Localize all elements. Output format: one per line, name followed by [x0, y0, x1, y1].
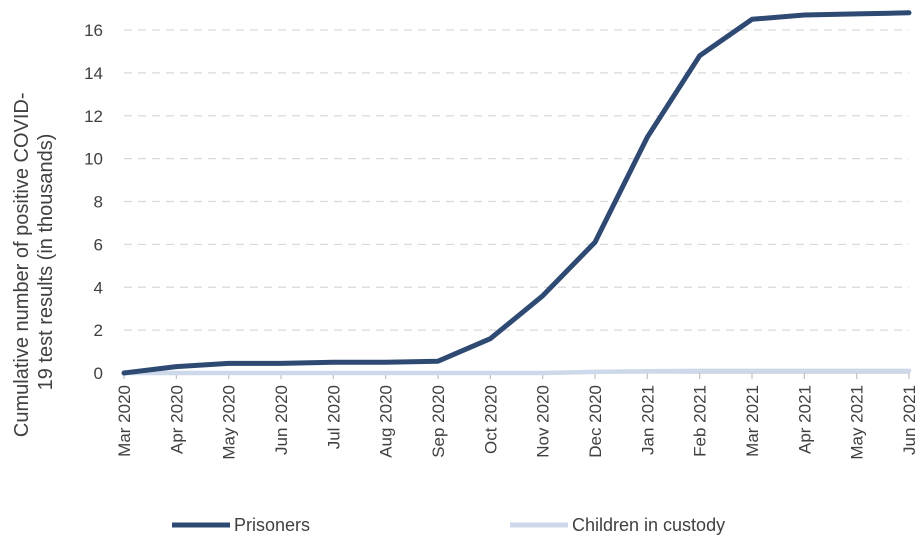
y-axis-title-line-2: 19 test results (in thousands) — [35, 134, 57, 391]
y-tick-label: 10 — [84, 150, 103, 169]
y-tick-label: 6 — [94, 235, 103, 254]
legend-label-prisoners: Prisoners — [234, 515, 310, 535]
y-tick-label: 8 — [94, 193, 103, 212]
y-axis-title: Cumulative number of positive COVID- 19 … — [11, 87, 57, 437]
x-tick-label: Dec 2020 — [586, 385, 605, 458]
x-tick-label: Jun 2021 — [900, 385, 919, 455]
series-lines — [121, 10, 912, 376]
legend-label-children-in-custody: Children in custody — [572, 515, 725, 535]
x-tick-label: Jun 2020 — [272, 385, 291, 455]
y-tick-label: 0 — [94, 364, 103, 383]
x-tick-label: Mar 2020 — [115, 385, 134, 457]
x-tick-label: Feb 2021 — [691, 385, 710, 457]
x-tick-label: May 2021 — [848, 385, 867, 460]
y-axis-title-line-1: Cumulative number of positive COVID- — [11, 92, 33, 437]
x-tick-label: Jan 2021 — [638, 385, 657, 455]
x-tick-label: Oct 2020 — [481, 385, 500, 454]
y-tick-label: 4 — [94, 278, 103, 297]
x-axis-ticks: Mar 2020 Apr 2020 May 2020 Jun 2020 Jul 2020… — [115, 373, 919, 460]
x-tick-label: Nov 2020 — [534, 385, 553, 458]
y-tick-label: 12 — [84, 107, 103, 126]
series-line-children-in-custody — [121, 368, 912, 376]
series-line-prisoners — [121, 10, 912, 376]
x-tick-label: Sep 2020 — [429, 385, 448, 458]
x-tick-label: Jul 2020 — [324, 385, 343, 449]
y-tick-label: 14 — [84, 64, 103, 83]
x-tick-label: Aug 2020 — [377, 385, 396, 458]
y-tick-label: 16 — [84, 21, 103, 40]
y-tick-label: 2 — [94, 321, 103, 340]
x-tick-label: Apr 2020 — [167, 385, 186, 454]
x-tick-label: May 2020 — [220, 385, 239, 460]
x-tick-label: Apr 2021 — [795, 385, 814, 454]
legend: Prisoners Children in custody — [172, 515, 725, 535]
y-axis-ticks: 0 2 4 6 8 10 12 14 16 — [84, 21, 103, 383]
gridlines — [124, 29, 909, 331]
x-tick-label: Mar 2021 — [743, 385, 762, 457]
